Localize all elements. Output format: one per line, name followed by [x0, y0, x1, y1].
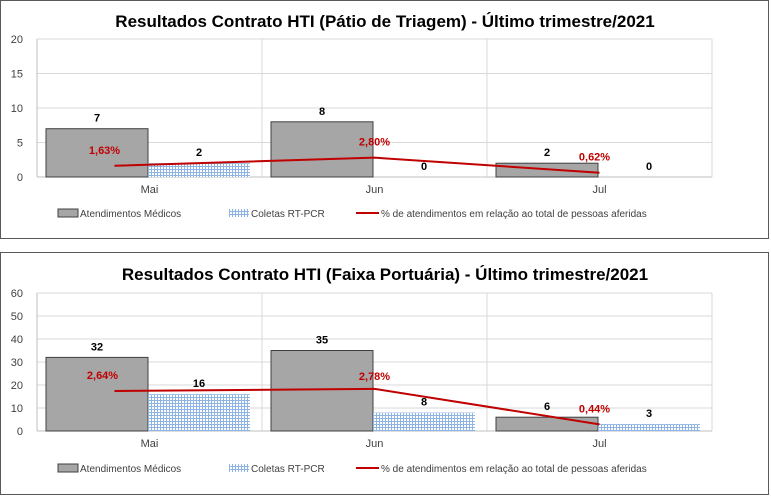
legend-label-coletas: Coletas RT-PCR — [251, 209, 325, 220]
y-tick-label: 30 — [11, 357, 23, 369]
data-label-percent: 2,78% — [359, 371, 390, 383]
bar-coletas — [148, 394, 250, 431]
y-tick-label: 0 — [17, 426, 23, 438]
category-label: Jun — [366, 438, 384, 450]
data-label-atendimentos: 7 — [94, 113, 100, 125]
chart-svg-patio: Resultados Contrato HTI (Pátio de Triage… — [11, 12, 713, 220]
category-label: Mai — [141, 438, 159, 450]
data-label-atendimentos: 2 — [544, 147, 550, 159]
series-line-percent — [114, 387, 600, 426]
category-label: Jul — [592, 184, 606, 196]
bar-atendimentos — [495, 416, 599, 432]
bar-atendimentos — [270, 121, 374, 178]
data-label-percent: 2,64% — [87, 370, 118, 382]
data-label-coletas: 2 — [196, 147, 202, 159]
data-label-atendimentos: 6 — [544, 401, 550, 413]
data-label-coletas: 16 — [193, 378, 205, 390]
chart-title: Resultados Contrato HTI (Faixa Portuária… — [122, 265, 648, 284]
chart-svg-faixa: Resultados Contrato HTI (Faixa Portuária… — [11, 265, 713, 475]
chart-title: Resultados Contrato HTI (Pátio de Triage… — [115, 12, 654, 31]
y-tick-label: 0 — [17, 172, 23, 184]
chart-panel-patio: Resultados Contrato HTI (Pátio de Triage… — [0, 0, 769, 239]
y-tick-label: 5 — [17, 138, 23, 150]
legend-label-coletas: Coletas RT-PCR — [251, 464, 325, 475]
y-tick-label: 10 — [11, 103, 23, 115]
legend-label-atendimentos: Atendimentos Médicos — [80, 209, 181, 220]
y-tick-label: 20 — [11, 34, 23, 46]
y-tick-label: 40 — [11, 334, 23, 346]
legend-label-percent: % de atendimentos em relação ao total de… — [381, 464, 647, 475]
y-tick-label: 20 — [11, 380, 23, 392]
legend-swatch-atendimentos — [57, 463, 79, 473]
category-label: Jun — [366, 184, 384, 196]
bar-atendimentos — [45, 128, 149, 178]
data-label-percent: 0,44% — [579, 403, 610, 415]
data-label-atendimentos: 32 — [91, 341, 103, 353]
data-label-percent: 1,63% — [89, 145, 120, 157]
data-label-atendimentos: 35 — [316, 335, 328, 347]
y-tick-label: 50 — [11, 311, 23, 323]
series-line-percent — [114, 156, 600, 174]
data-label-coletas: 0 — [646, 161, 652, 173]
bar-coletas — [148, 163, 250, 177]
data-label-coletas: 8 — [421, 397, 427, 409]
category-label: Jul — [592, 438, 606, 450]
legend-swatch-coletas — [229, 464, 249, 472]
chart-panel-faixa: Resultados Contrato HTI (Faixa Portuária… — [0, 252, 769, 495]
bar-coletas — [598, 424, 700, 431]
data-label-coletas: 3 — [646, 408, 652, 420]
data-label-percent: 2,80% — [359, 137, 390, 149]
bar-atendimentos — [270, 350, 374, 432]
legend-swatch-coletas — [229, 209, 249, 217]
y-tick-label: 10 — [11, 403, 23, 415]
y-tick-label: 15 — [11, 69, 23, 81]
bar-coletas — [373, 412, 475, 431]
legend-label-percent: % de atendimentos em relação ao total de… — [381, 209, 647, 220]
legend-swatch-atendimentos — [57, 208, 79, 218]
bar-atendimentos — [45, 356, 149, 432]
data-label-atendimentos: 8 — [319, 106, 325, 118]
y-tick-label: 60 — [11, 288, 23, 300]
category-label: Mai — [141, 184, 159, 196]
data-label-percent: 0,62% — [579, 152, 610, 164]
data-label-coletas: 0 — [421, 161, 427, 173]
legend-label-atendimentos: Atendimentos Médicos — [80, 464, 181, 475]
